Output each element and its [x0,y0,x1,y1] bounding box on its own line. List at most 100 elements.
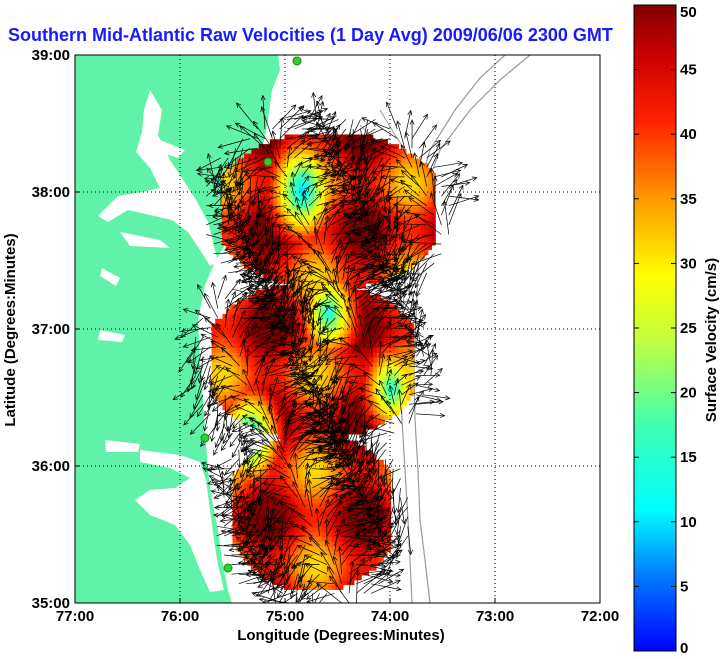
velocity-cell [383,249,388,255]
velocity-cell [347,371,352,377]
velocity-cell [346,493,351,499]
velocity-cell [313,206,319,212]
velocity-cell [302,187,308,193]
velocity-cell [347,409,352,416]
velocity-arrow [245,174,273,178]
velocity-cell [280,249,286,255]
velocity-cell [398,381,404,387]
velocity-cell [262,225,267,231]
velocity-cell [342,445,347,451]
velocity-cell [328,263,333,270]
velocity-cell [233,352,238,358]
velocity-cell [354,259,359,265]
velocity-cell [357,574,362,581]
velocity-arrow [227,206,244,235]
velocity-cell [307,333,312,339]
velocity-cell [321,263,326,270]
velocity-cell [251,337,257,344]
velocity-cell [287,493,292,499]
velocity-arrow [302,117,332,120]
velocity-cell [331,507,336,514]
velocity-cell [280,196,286,203]
velocity-cell [329,290,334,296]
velocity-cell [291,584,296,590]
velocity-arrow [292,256,317,264]
velocity-cell [222,323,227,329]
arrow-head [253,132,259,139]
velocity-cell [324,550,329,557]
velocity-cell [383,153,388,159]
velocity-cell [358,371,363,377]
velocity-cell [236,479,241,485]
velocity-cell [320,565,325,571]
velocity-cell [409,352,415,358]
velocity-cell [398,249,403,255]
velocity-cell [391,216,396,222]
velocity-cell [384,414,389,420]
velocity-cell [376,328,382,334]
velocity-cell [261,541,267,547]
velocity-cell [342,574,347,581]
velocity-cell [211,371,216,377]
velocity-cell [398,333,404,339]
velocity-cell [383,196,388,203]
velocity-cell [342,555,347,562]
velocity-arrow [317,250,332,273]
velocity-cell [291,278,297,284]
velocity-cell [365,337,371,344]
velocity-cell [233,409,238,416]
velocity-cell [405,216,410,222]
velocity-cell [313,158,319,164]
velocity-cell [291,153,297,159]
velocity-cell [318,371,323,377]
velocity-cell [325,376,330,382]
velocity-cell [298,550,303,557]
velocity-cell [273,249,278,255]
velocity-cell [332,366,338,373]
velocity-cell [261,522,267,528]
velocity-cell [318,381,323,387]
velocity-cell [420,206,425,212]
velocity-cell [280,512,285,518]
velocity-cell [266,273,271,279]
velocity-cell [420,211,425,217]
velocity-cell [280,206,286,212]
velocity-cell [384,318,389,325]
velocity-cell [292,366,297,373]
velocity-cell [277,385,282,392]
velocity-cell [303,333,308,339]
velocity-cell [369,249,374,255]
velocity-cell [244,196,249,203]
arrow-head [267,238,273,245]
velocity-arrow [338,175,357,197]
arrow-head [220,190,226,196]
velocity-cell [342,546,347,552]
velocity-cell [413,244,418,251]
velocity-cell [346,512,351,518]
velocity-cell [244,333,249,339]
velocity-cell [269,254,275,260]
velocity-cell [395,328,400,334]
velocity-cell [324,196,330,203]
velocity-cell [368,459,373,466]
velocity-cell [354,357,360,363]
velocity-cell [324,225,330,231]
velocity-cell [321,182,326,188]
velocity-cell [398,192,403,198]
velocity-cell [350,574,355,581]
velocity-cell [280,440,285,447]
velocity-cell [364,560,370,566]
velocity-cell [309,517,314,523]
velocity-cell [295,278,300,284]
velocity-cell [226,309,231,315]
velocity-cell [372,153,377,159]
velocity-cell [350,249,355,255]
velocity-cell [309,527,314,533]
velocity-cell [269,263,275,270]
velocity-cell [339,153,344,159]
velocity-arrow [224,234,258,242]
velocity-cell [251,309,257,315]
velocity-cell [277,278,282,284]
velocity-cell [365,385,371,392]
velocity-cell [391,323,396,329]
